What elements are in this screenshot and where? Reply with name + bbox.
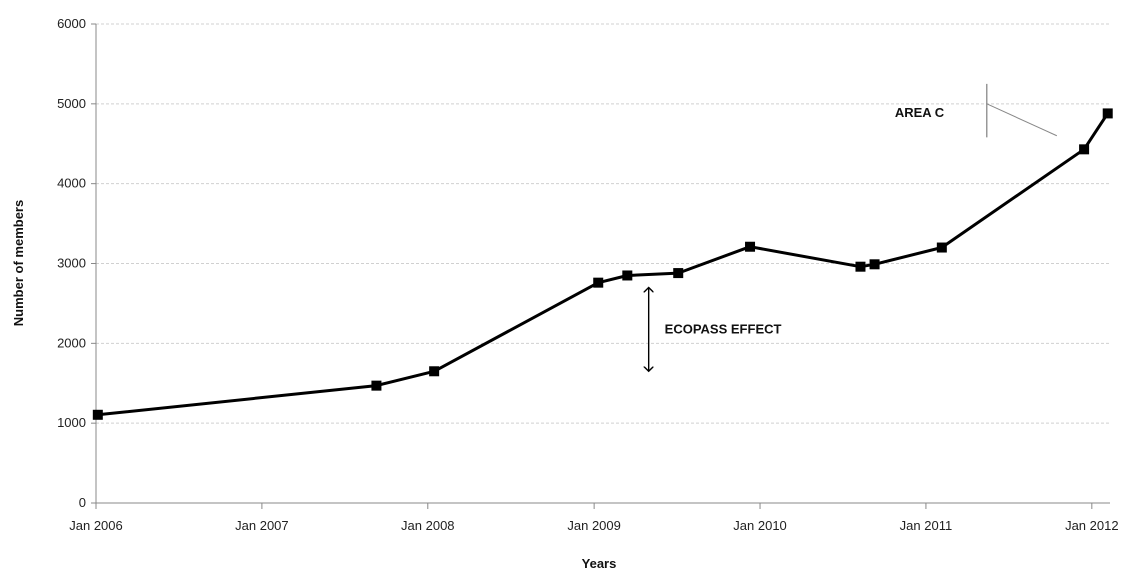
y-tick-label: 4000 bbox=[57, 176, 86, 191]
x-tick-labels: Jan 2006 Jan 2007 Jan 2008 Jan 2009 Jan 2010… bbox=[69, 518, 1118, 533]
data-point-marker bbox=[745, 241, 756, 252]
data-point-marker bbox=[855, 261, 866, 272]
y-tick-label: 6000 bbox=[57, 16, 86, 31]
data-point-marker bbox=[92, 409, 103, 420]
data-point-marker bbox=[673, 268, 684, 279]
x-tick-label: Jan 2010 bbox=[733, 518, 787, 533]
ecopass-effect-label: ECOPASS EFFECT bbox=[665, 321, 782, 336]
y-tick-label: 0 bbox=[79, 495, 86, 510]
x-axis-title: Years bbox=[582, 556, 617, 570]
x-tick-label: Jan 2008 bbox=[401, 518, 455, 533]
data-point-marker bbox=[869, 259, 880, 270]
data-point-marker bbox=[593, 277, 604, 288]
y-tick-label: 1000 bbox=[57, 415, 86, 430]
axes bbox=[95, 24, 1110, 504]
data-point-marker bbox=[1102, 108, 1113, 119]
series-line bbox=[97, 112, 1109, 417]
y-tick-label: 3000 bbox=[57, 256, 86, 271]
annotations: ECOPASS EFFECT AREA C bbox=[649, 83, 1058, 371]
y-axis-title: Number of members bbox=[11, 200, 26, 326]
y-tick-label: 5000 bbox=[57, 96, 86, 111]
data-point-marker bbox=[936, 242, 947, 253]
area-c-label: AREA C bbox=[895, 105, 945, 120]
x-tick-label: Jan 2007 bbox=[235, 518, 289, 533]
x-tick-label: Jan 2006 bbox=[69, 518, 123, 533]
data-point-marker bbox=[622, 270, 633, 281]
data-point-marker bbox=[1079, 144, 1090, 155]
x-tick-label: Jan 2009 bbox=[567, 518, 621, 533]
gridlines bbox=[91, 23, 1110, 509]
data-point-marker bbox=[371, 380, 382, 391]
x-tick-label: Jan 2011 bbox=[900, 518, 953, 533]
x-tick-label: Jan 2012 bbox=[1065, 518, 1119, 533]
y-tick-labels: 0 1000 2000 3000 4000 5000 6000 bbox=[57, 16, 86, 510]
area-c-leader-line bbox=[986, 103, 1058, 137]
series bbox=[92, 108, 1113, 420]
data-point-marker bbox=[429, 366, 440, 377]
y-tick-label: 2000 bbox=[57, 335, 86, 350]
